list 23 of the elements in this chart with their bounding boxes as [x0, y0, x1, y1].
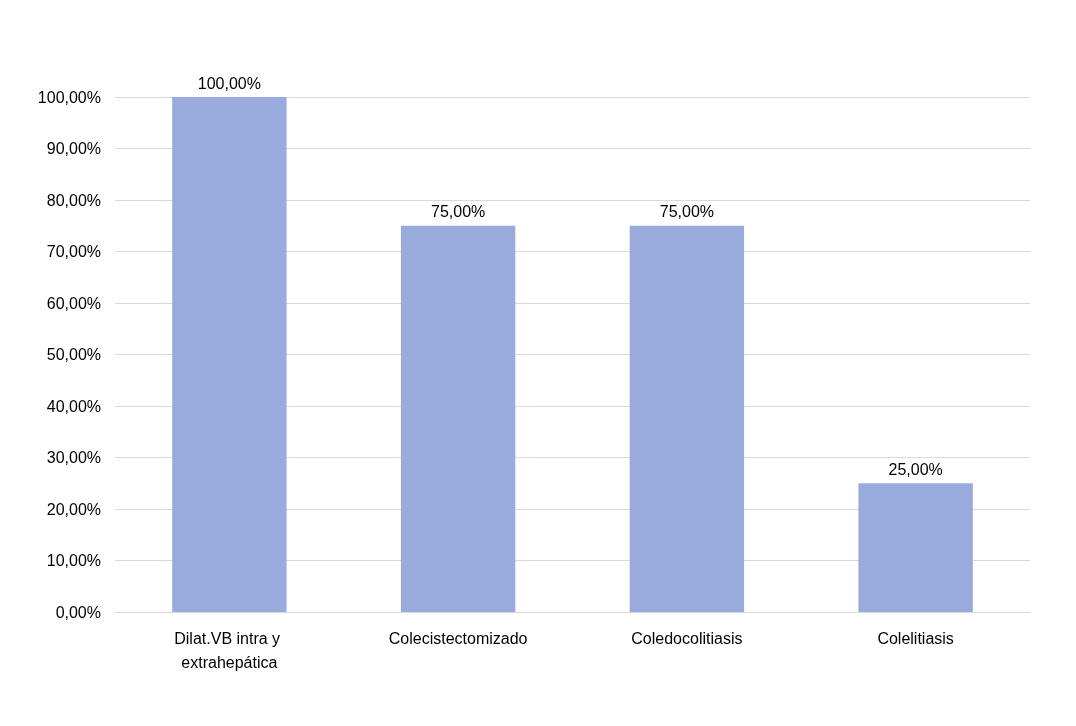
data-label: 100,00%: [197, 74, 261, 92]
y-tick-label: 70,00%: [46, 243, 101, 260]
bar: [629, 225, 745, 612]
x-tick-label: Coledocolitiasis: [631, 629, 743, 647]
y-tick-label: 0,00%: [55, 603, 101, 621]
y-tick-label: 10,00%: [46, 552, 101, 569]
bar: [858, 483, 973, 612]
x-tick-label: Colecistectomizado: [388, 629, 528, 647]
bar: [400, 225, 516, 612]
y-tick-label: 30,00%: [46, 449, 101, 466]
x-tick-label: Dilat.VB intra y extrahepática: [174, 629, 285, 671]
y-tick-label: 40,00%: [46, 397, 101, 415]
y-tick-label: 90,00%: [46, 140, 101, 157]
data-label: 25,00%: [888, 460, 943, 478]
y-tick-label: 20,00%: [46, 500, 101, 518]
y-tick-label: 60,00%: [46, 294, 101, 312]
bar: [172, 97, 287, 612]
data-label: 75,00%: [659, 203, 715, 221]
y-tick-label: 80,00%: [46, 191, 101, 209]
data-label: 75,00%: [430, 203, 486, 221]
y-tick-label: 100,00%: [37, 88, 101, 106]
y-tick-label: 50,00%: [46, 346, 101, 363]
x-tick-label: Colelitiasis: [877, 629, 954, 647]
